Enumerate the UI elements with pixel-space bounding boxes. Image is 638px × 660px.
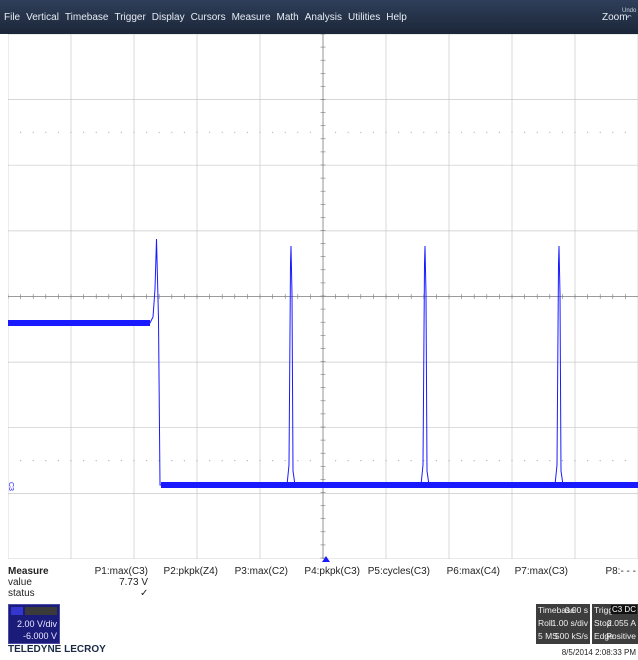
- trigger-coupling: C3 DC: [610, 605, 637, 614]
- menu-cursors[interactable]: Cursors: [190, 12, 226, 23]
- waveform-grid[interactable]: [8, 34, 638, 559]
- undo-label: Undo: [622, 8, 637, 14]
- channel-volts-per-div: 2.00 V/div: [16, 619, 57, 629]
- param-p1-value: 7.73 V: [119, 577, 148, 588]
- menu-math[interactable]: Math: [276, 12, 299, 23]
- timebase-delay: 0.00 s: [564, 605, 588, 615]
- undo-button[interactable]: Undo ↶: [622, 8, 636, 26]
- trigger-slope: Positive: [606, 631, 636, 641]
- param-p2[interactable]: P2:pkpk(Z4): [163, 566, 218, 577]
- param-p3[interactable]: P3:max(C2): [234, 566, 288, 577]
- param-p1-status-check-icon: ✓: [140, 588, 149, 599]
- timebase-mode: Roll: [538, 618, 553, 628]
- timebase-label: Timebase: [538, 605, 576, 615]
- menu-items: File Vertical Timebase Trigger Display C…: [4, 12, 407, 26]
- axis-ticks: [8, 34, 626, 559]
- menu-timebase[interactable]: Timebase: [64, 12, 109, 23]
- grid-dots: [20, 131, 627, 462]
- brand-logo: TELEDYNE LECROY: [8, 644, 106, 655]
- param-p8[interactable]: P8:- - -: [605, 566, 636, 577]
- trigger-label: Trigger: [594, 605, 621, 615]
- menu-utilities[interactable]: Utilities: [347, 12, 381, 23]
- channel-header-bar: [25, 607, 57, 615]
- timebase-rate: 500 kS/s: [554, 631, 588, 641]
- channel-offset: -6.000 V: [22, 631, 57, 641]
- timebase-time-div: 1.00 s/div: [551, 618, 588, 628]
- menu-analysis[interactable]: Analysis: [304, 12, 342, 23]
- measure-table: Measure value status P1:max(C3) P2:pkpk(…: [0, 564, 638, 600]
- menu-help[interactable]: Help: [386, 12, 407, 23]
- channel-color-tag: [11, 607, 23, 615]
- channel-descriptor[interactable]: 2.00 V/div -6.000 V: [8, 604, 60, 644]
- menu-display[interactable]: Display: [151, 12, 185, 23]
- date-time: 8/5/2014 2:08:33 PM: [561, 648, 636, 657]
- timebase-descriptor[interactable]: Timebase 0.00 s Roll 1.00 s/div 5 MS 500…: [536, 604, 590, 644]
- param-p5[interactable]: P5:cycles(C3): [367, 566, 430, 577]
- param-p1[interactable]: P1:max(C3): [94, 566, 148, 577]
- trigger-type: Edge: [594, 631, 614, 641]
- menu-trigger[interactable]: Trigger: [114, 12, 146, 23]
- undo-icon: ↶: [626, 15, 632, 21]
- measure-title: Measure: [8, 566, 49, 577]
- trigger-position-marker[interactable]: [322, 556, 330, 562]
- timebase-trigger-panel: Timebase 0.00 s Roll 1.00 s/div 5 MS 500…: [536, 604, 638, 644]
- trigger-state: Stop: [594, 618, 612, 628]
- timebase-samples: 5 MS: [538, 631, 558, 641]
- param-p6[interactable]: P6:max(C4): [446, 566, 500, 577]
- trace-c3-noise-band-high: [8, 320, 150, 326]
- param-p7[interactable]: P7:max(C3): [514, 566, 568, 577]
- menu-vertical[interactable]: Vertical: [26, 12, 59, 23]
- trace-c3-noise-band-low: [161, 482, 638, 488]
- measure-status-label: status: [8, 588, 35, 599]
- menu-measure[interactable]: Measure: [231, 12, 271, 23]
- trigger-descriptor[interactable]: Trigger C3 DC Stop 2.055 A Edge Positive: [592, 604, 638, 644]
- measure-value-label: value: [8, 577, 32, 588]
- channel-c3-marker[interactable]: C3: [7, 482, 14, 491]
- menu-file[interactable]: File: [4, 12, 21, 23]
- param-p4[interactable]: P4:pkpk(C3): [304, 566, 360, 577]
- menu-bar: File Vertical Timebase Trigger Display C…: [0, 0, 638, 34]
- zoom-button[interactable]: Zoom: [602, 12, 628, 23]
- trigger-level: 2.055 A: [607, 618, 636, 628]
